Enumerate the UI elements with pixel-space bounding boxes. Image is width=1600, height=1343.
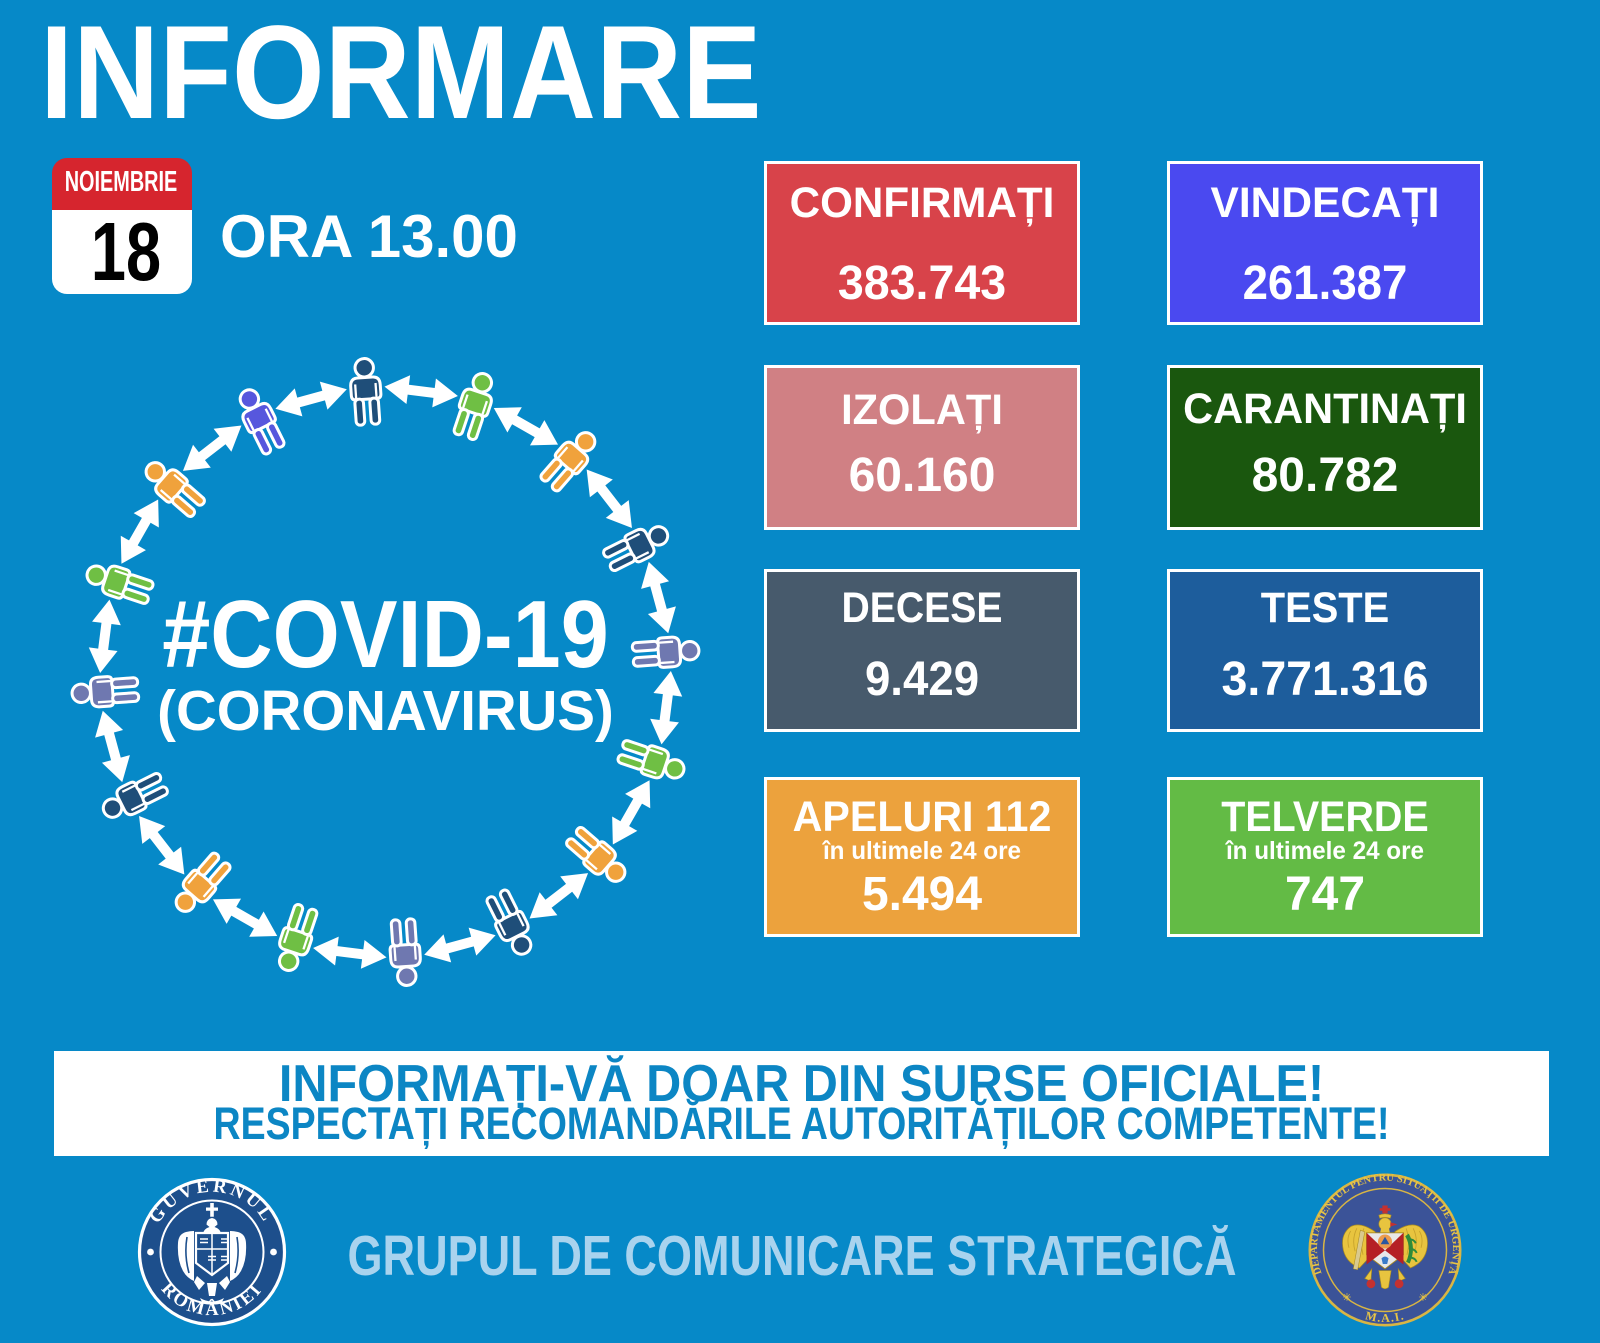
- svg-text:✳: ✳: [1418, 1292, 1427, 1304]
- svg-text:M.A.I.: M.A.I.: [1364, 1308, 1406, 1325]
- svg-text:✳: ✳: [1342, 1292, 1351, 1304]
